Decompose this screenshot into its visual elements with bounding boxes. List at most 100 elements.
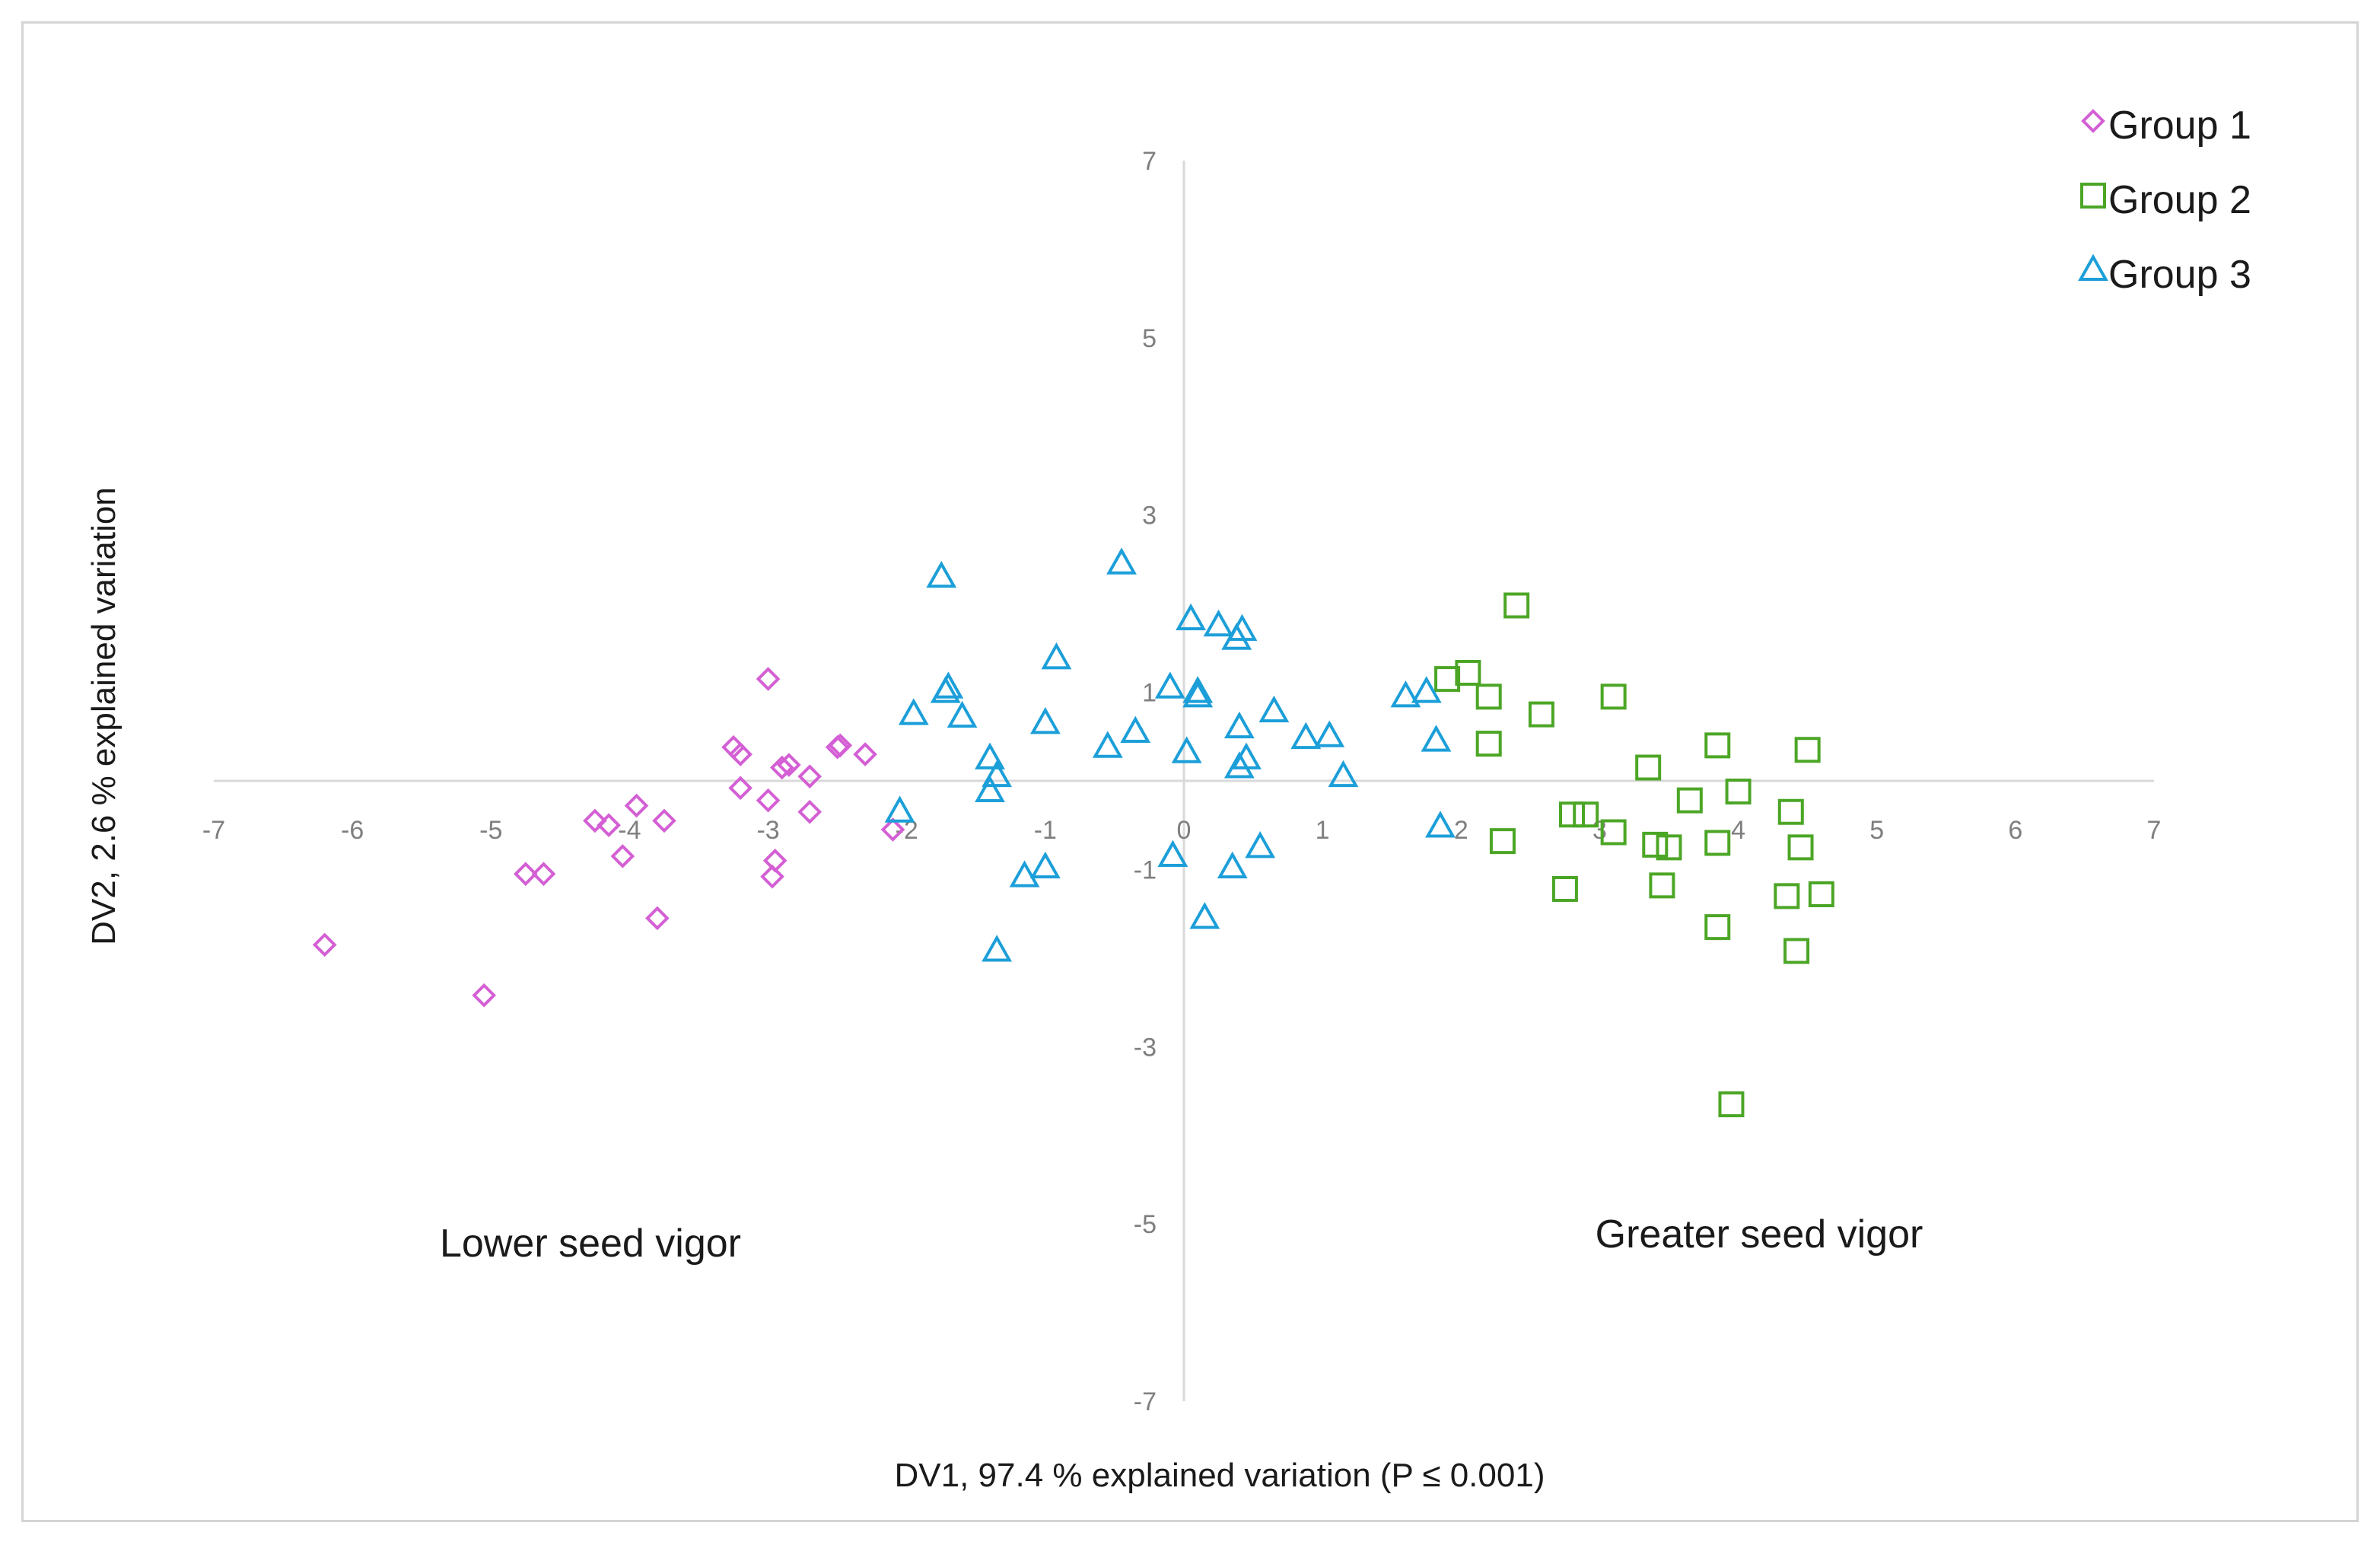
square-point-group-2 (1649, 872, 1675, 899)
triangle-point-group-3 (1421, 725, 1452, 752)
legend-item-group-3[interactable]: Group 3 (2078, 253, 2251, 297)
x-tick-label: 7 (2147, 816, 2162, 845)
square-point-group-2 (1573, 801, 1599, 828)
triangle-point-group-3 (1231, 742, 1262, 769)
triangle-point-group-3 (1176, 603, 1207, 631)
square-point-group-2 (1774, 883, 1800, 909)
diamond-point-group-1 (652, 808, 676, 833)
triangle-point-group-3 (1092, 731, 1123, 758)
diamond-point-group-1 (728, 776, 752, 801)
diamond-point-group-1 (583, 808, 607, 833)
y-tick-label: -1 (1134, 855, 1157, 884)
y-tick-label: 7 (1142, 147, 1157, 176)
triangle-point-group-3 (1120, 715, 1151, 743)
diamond-point-group-1 (853, 742, 877, 766)
diamond-point-group-1 (777, 753, 801, 777)
y-tick-labels: 7 5 3 1 -1 -3 -5 -7 (1134, 147, 1157, 1416)
triangle-point-group-3 (1189, 902, 1220, 929)
triangle-point-group-3 (1290, 722, 1322, 750)
triangle-point-group-3 (1171, 736, 1202, 763)
triangle-point-group-3 (1182, 676, 1214, 703)
triangle-point-group-3 (898, 698, 929, 725)
diamond-point-group-1 (472, 983, 497, 1008)
square-point-group-2 (1656, 834, 1682, 861)
triangle-point-group-3 (1041, 642, 1072, 670)
legend-item-group-1[interactable]: Group 1 (2081, 104, 2251, 148)
annotation-greater-seed-vigor: Greater seed vigor (1596, 1212, 1923, 1257)
y-tick-label: 1 (1142, 679, 1157, 708)
triangle-point-group-3 (1217, 851, 1248, 879)
triangle-point-group-3 (1328, 760, 1359, 788)
square-point-group-2 (1704, 914, 1731, 941)
x-tick-label: -5 (479, 816, 502, 845)
triangle-point-group-3 (1258, 695, 1290, 723)
triangle-point-group-3 (1203, 609, 1234, 637)
diamond-point-group-1 (513, 862, 538, 887)
legend-square-marker (2080, 183, 2106, 209)
diamond-point-group-1 (880, 817, 905, 842)
square-point-group-2 (1528, 701, 1554, 728)
x-tick-label: 5 (1869, 816, 1884, 845)
triangle-point-group-3 (1223, 751, 1255, 779)
square-point-group-2 (1794, 737, 1821, 763)
x-tick-label: -1 (1034, 816, 1057, 845)
triangle-point-group-3 (1106, 547, 1137, 575)
square-point-group-2 (1725, 778, 1752, 804)
diamond-point-group-1 (828, 733, 853, 758)
triangle-point-group-3 (1245, 830, 1276, 859)
legend-label-group-2: Group 2 (2108, 178, 2251, 222)
triangle-point-group-3 (982, 760, 1013, 788)
triangle-point-group-3 (884, 795, 915, 823)
diamond-point-group-1 (756, 667, 781, 691)
triangle-point-group-3 (1425, 811, 1456, 838)
x-tick-label: 2 (1454, 816, 1468, 845)
triangle-point-group-3 (933, 671, 964, 699)
y-tick-label: 5 (1142, 324, 1157, 353)
y-tick-label: -5 (1134, 1210, 1157, 1239)
x-tick-label: 4 (1731, 816, 1745, 845)
square-point-group-2 (1551, 876, 1578, 903)
diamond-point-group-1 (312, 932, 337, 957)
square-point-group-2 (1434, 666, 1461, 693)
x-tick-label: -3 (756, 816, 779, 845)
square-point-group-2 (1600, 819, 1627, 846)
diamond-point-group-1 (721, 734, 746, 760)
triangle-point-group-3 (926, 560, 957, 588)
triangle-point-group-3 (975, 775, 1005, 802)
diamond-point-group-1 (645, 906, 670, 931)
chart-frame: -7 -6 -5 -4 -3 -2 -1 0 1 2 3 4 5 6 7 7 5 3 1 -1 -3 -5 -7 DV2,… (21, 21, 2359, 1522)
diamond-point-group-1 (531, 862, 556, 887)
square-point-group-2 (1718, 1091, 1745, 1117)
axes (214, 161, 2154, 1401)
square-point-group-2 (1559, 801, 1585, 828)
annotation-lower-seed-vigor: Lower seed vigor (440, 1222, 741, 1266)
diamond-point-group-1 (728, 742, 752, 766)
y-axis-title: DV2, 2.6 % explained variation (85, 487, 123, 945)
data-points (312, 547, 1834, 1117)
x-axis-title: DV1, 97.4 % explained variation (P ≤ 0.0… (895, 1457, 1545, 1494)
triangle-point-group-3 (1223, 711, 1255, 739)
triangle-point-group-3 (1227, 613, 1258, 642)
triangle-point-group-3 (1182, 680, 1214, 708)
triangle-point-group-3 (1154, 671, 1185, 699)
x-tick-label: -7 (202, 816, 225, 845)
triangle-point-group-3 (947, 700, 978, 728)
square-point-group-2 (1489, 828, 1516, 855)
triangle-point-group-3 (1390, 680, 1421, 708)
diamond-point-group-1 (760, 864, 784, 889)
x-tick-label: 1 (1316, 816, 1330, 845)
legend-label-group-3: Group 3 (2108, 253, 2251, 297)
diamond-point-group-1 (797, 799, 822, 824)
square-point-group-2 (1777, 798, 1804, 825)
legend-triangle-marker (2078, 253, 2108, 281)
legend-diamond-marker (2081, 109, 2105, 133)
diamond-point-group-1 (769, 755, 794, 780)
triangle-point-group-3 (1411, 676, 1442, 703)
diamond-point-group-1 (624, 793, 649, 818)
square-point-group-2 (1783, 938, 1810, 964)
legend-item-group-2[interactable]: Group 2 (2080, 178, 2251, 222)
triangle-point-group-3 (1157, 839, 1188, 867)
triangle-point-group-3 (1029, 851, 1061, 879)
square-point-group-2 (1704, 732, 1731, 759)
